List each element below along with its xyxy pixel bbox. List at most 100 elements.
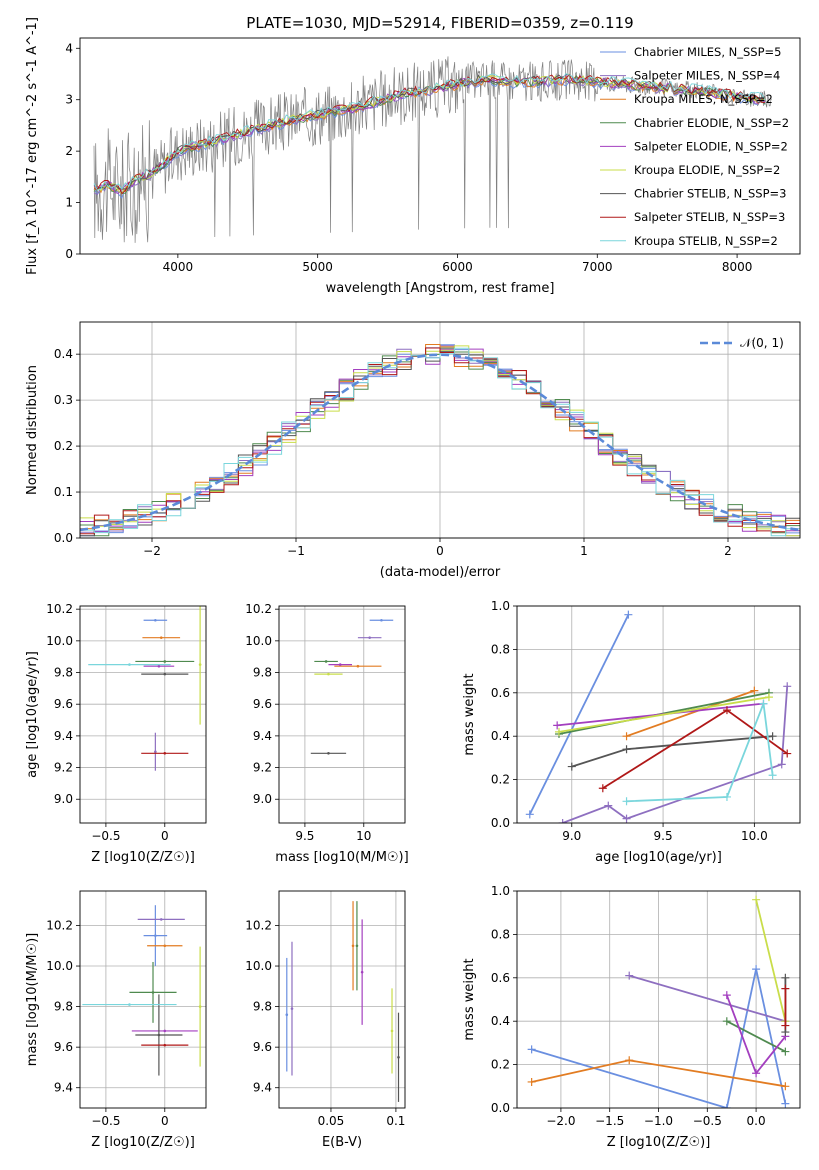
panel-weight-vs-age: 9.0 9.5 10.0 0.0 0.2 0.4 0.6 0.8 1.0 age [log10(a… bbox=[462, 599, 801, 865]
y-tick-label: 10.2 bbox=[46, 602, 73, 616]
data-point-marker bbox=[198, 663, 202, 666]
weight-line bbox=[562, 686, 789, 823]
plot-area bbox=[525, 610, 792, 823]
y-tick-label: 10.2 bbox=[245, 602, 272, 616]
errorbar-point bbox=[147, 944, 183, 948]
errorbar-point bbox=[135, 994, 183, 1076]
weight-series bbox=[722, 1017, 790, 1056]
plot-area bbox=[82, 905, 202, 1076]
panel-spectrum: 4000 5000 6000 7000 8000 0 1 2 3 4 wavelength [Ang… bbox=[25, 17, 801, 296]
weight-line bbox=[755, 899, 787, 1022]
x-axis-label: (data-model)/error bbox=[380, 565, 501, 580]
x-tick-label: 9.5 bbox=[654, 829, 673, 843]
errorbar-point bbox=[290, 941, 294, 1076]
plus-marker bbox=[622, 797, 631, 806]
x-tick-label: −0.5 bbox=[91, 829, 120, 843]
errorbar-point bbox=[135, 660, 195, 663]
y-tick-label: 1.0 bbox=[491, 599, 510, 613]
y-tick-label: 10.2 bbox=[46, 918, 73, 932]
axes-frame bbox=[278, 605, 406, 824]
y-tick-label: 9.6 bbox=[54, 697, 73, 711]
x-tick-label: −0.5 bbox=[693, 1114, 722, 1128]
plus-marker bbox=[625, 971, 634, 980]
data-point-marker bbox=[355, 944, 359, 948]
axes-frame bbox=[79, 605, 207, 824]
y-tick-label: 10.0 bbox=[245, 959, 272, 973]
x-tick-label: 0 bbox=[161, 829, 169, 843]
x-tick-label: 7000 bbox=[582, 260, 613, 274]
weight-series bbox=[525, 610, 633, 819]
errorbar-point bbox=[351, 901, 355, 991]
gridlines bbox=[279, 606, 405, 823]
x-tick-label: 0.05 bbox=[318, 1114, 345, 1128]
data-point-marker bbox=[157, 664, 161, 668]
plus-marker bbox=[752, 895, 761, 904]
data-point-marker bbox=[163, 1043, 167, 1047]
plus-marker bbox=[781, 1047, 790, 1056]
y-tick-label: 1 bbox=[65, 196, 73, 210]
y-tick-label: 9.8 bbox=[54, 666, 73, 680]
y-tick-label: 9.8 bbox=[253, 1000, 272, 1014]
data-point-marker bbox=[128, 1003, 131, 1006]
axes-frame bbox=[79, 890, 207, 1109]
weight-line bbox=[528, 614, 630, 815]
weight-series bbox=[554, 693, 773, 736]
data-point-marker bbox=[356, 664, 360, 668]
errorbar-point bbox=[143, 664, 175, 668]
model-spectrum-line bbox=[93, 73, 766, 191]
weight-line bbox=[626, 689, 755, 738]
y-tick-label: 9.8 bbox=[54, 1000, 73, 1014]
data-point-marker bbox=[163, 1029, 167, 1033]
gridlines bbox=[80, 891, 206, 1108]
plus-marker bbox=[764, 693, 773, 702]
legend-entry: Salpeter STELIB, N_SSP=3 bbox=[634, 210, 785, 224]
plus-marker bbox=[622, 745, 631, 754]
data-point-marker bbox=[327, 672, 330, 676]
y-tick-label: 0.0 bbox=[491, 1101, 510, 1115]
plus-marker bbox=[752, 1069, 761, 1078]
y-tick-label: 2 bbox=[65, 144, 73, 158]
y-tick-label: 9.4 bbox=[54, 729, 73, 743]
errorbar-point bbox=[369, 618, 394, 622]
plot-area bbox=[285, 901, 400, 1102]
panel-residual-histogram: −2 −1 0 1 2 0.0 0.1 0.2 0.3 0.4 (data-model)/error… bbox=[25, 321, 801, 580]
data-point-marker bbox=[290, 1007, 294, 1010]
y-tick-label: 10.0 bbox=[245, 634, 272, 648]
x-tick-label: −0.5 bbox=[91, 1114, 120, 1128]
weight-line bbox=[558, 696, 770, 733]
plus-marker bbox=[750, 686, 759, 695]
weight-line bbox=[726, 1020, 786, 1053]
plus-marker bbox=[554, 727, 563, 736]
x-tick-label: 10.0 bbox=[741, 829, 768, 843]
panel-mass-vs-Z: −0.5 0 9.4 9.6 9.8 10.0 10.2 Z [log10(Z/Z☉)] mas… bbox=[25, 890, 207, 1150]
data-point-marker bbox=[351, 944, 355, 948]
weight-series bbox=[752, 895, 790, 1026]
x-axis-label: E(B-V) bbox=[322, 1135, 362, 1150]
errorbar-point bbox=[328, 663, 353, 666]
y-tick-label: 0.2 bbox=[54, 439, 73, 453]
errorbar-point bbox=[357, 636, 382, 639]
y-tick-label: 0 bbox=[65, 247, 73, 261]
weight-series bbox=[567, 732, 777, 771]
observed-spectrum-line bbox=[93, 56, 773, 243]
panel-age-vs-Z: −0.5 0 9.0 9.2 9.4 9.6 9.8 10.0 10.2 Z [log10(Z/Z… bbox=[25, 602, 207, 865]
errorbar-point bbox=[390, 988, 394, 1074]
panel-age-vs-mass: 9.5 10 9.0 9.2 9.4 9.6 9.8 10.0 10.2 mass [log10(… bbox=[245, 602, 408, 865]
x-tick-label: 8000 bbox=[722, 260, 753, 274]
legend-entry: Kroupa ELODIE, N_SSP=2 bbox=[634, 163, 780, 177]
data-point-marker bbox=[163, 752, 167, 755]
weight-series bbox=[622, 699, 777, 806]
legend-entry: Chabrier ELODIE, N_SSP=2 bbox=[634, 116, 789, 130]
data-point-marker bbox=[327, 752, 330, 755]
legend-entry: 𝒩(0, 1) bbox=[740, 336, 784, 350]
x-tick-label: −1.0 bbox=[644, 1114, 673, 1128]
axes-frame bbox=[516, 605, 801, 824]
y-tick-label: 9.4 bbox=[253, 729, 272, 743]
data-point-marker bbox=[157, 1033, 161, 1037]
plus-marker bbox=[781, 1099, 790, 1108]
legend-entry: Salpeter MILES, N_SSP=4 bbox=[634, 69, 780, 83]
errorbar-point bbox=[285, 957, 289, 1072]
y-tick-label: 9.6 bbox=[253, 697, 272, 711]
x-axis-label: wavelength [Angstrom, rest frame] bbox=[326, 281, 555, 296]
